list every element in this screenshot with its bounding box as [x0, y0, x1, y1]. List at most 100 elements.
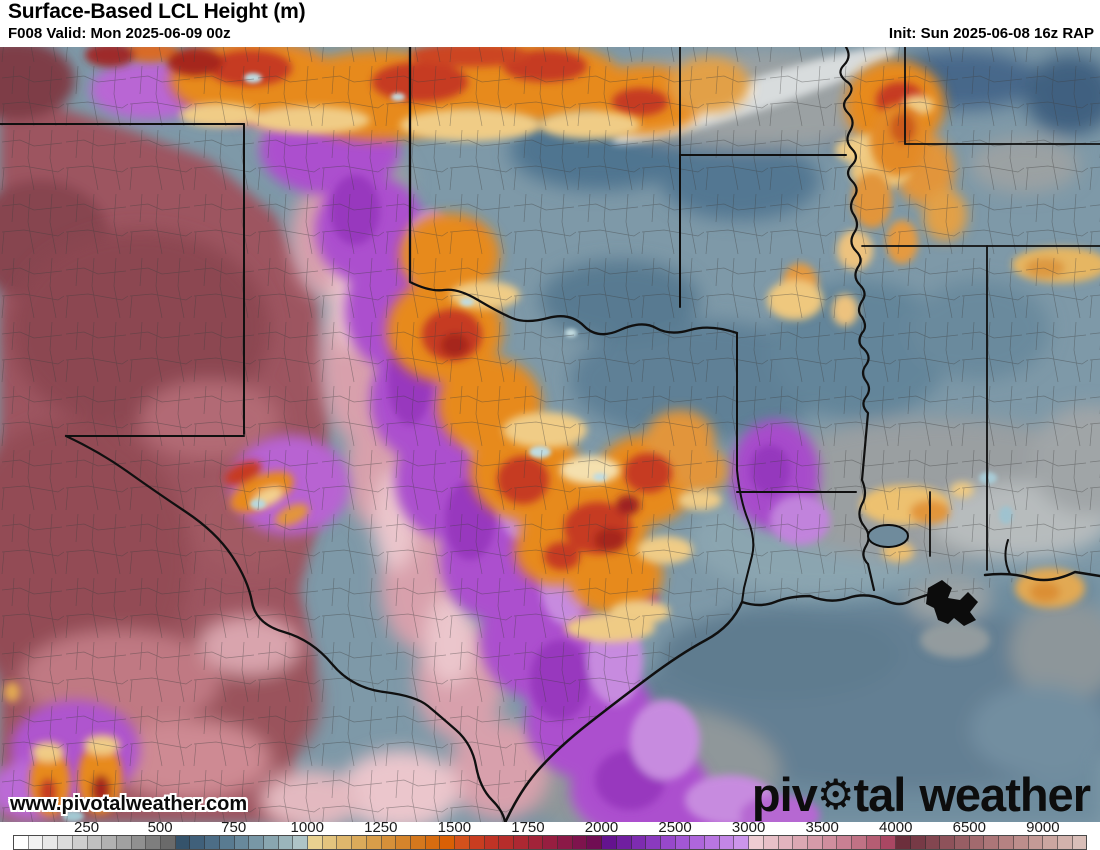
colorbar-cell [528, 836, 544, 849]
colorbar-cell [161, 836, 176, 849]
colorbar-cell [352, 836, 367, 849]
colorbar-tick: 9000 [1026, 819, 1060, 836]
colorbar-tick: 2000 [584, 819, 619, 836]
colorbar-cell [175, 836, 191, 849]
colorbar-cell [440, 836, 456, 849]
colorbar-tick-labels: 250 500 750 1000 1250 1500 1750 2000 2500 3000 350… [13, 819, 1087, 836]
colorbar-cell [763, 836, 779, 849]
colorbar-cell [807, 836, 823, 849]
colorbar-cell [425, 836, 441, 849]
logo-text-weather: weather [919, 768, 1091, 821]
colorbar-cell [734, 836, 750, 849]
colorbar-cell [587, 836, 603, 849]
colorbar-cell [28, 836, 44, 849]
colorbar-cell [719, 836, 735, 849]
colorbar-cell [984, 836, 1000, 849]
colorbar-cell [219, 836, 235, 849]
colorbar-cell [660, 836, 676, 849]
colorbar-cell [1028, 836, 1044, 849]
colorbar-tick: 1250 [364, 819, 398, 836]
colorbar-cell [793, 836, 808, 849]
colorbar-cell [705, 836, 720, 849]
logo-text-tal: tal [853, 768, 907, 821]
colorbar-cell [925, 836, 941, 849]
colorbar-tick: 1750 [511, 819, 545, 836]
colorbar-tick: 250 [74, 819, 100, 836]
colorbar-tick: 3500 [805, 819, 839, 836]
colorbar-cell [58, 836, 73, 849]
colorbar-cell [322, 836, 338, 849]
colorbar-cell [72, 836, 88, 849]
colorbar-cell [881, 836, 897, 849]
colorbar-cell [499, 836, 514, 849]
colorbar-tick: 1000 [290, 819, 324, 836]
colorbar-cell [469, 836, 485, 849]
colorbar-cell [396, 836, 411, 849]
colorbar-cell [837, 836, 853, 849]
colorbar-cell [278, 836, 294, 849]
colorbar-cell [631, 836, 647, 849]
colorbar-cell [896, 836, 911, 849]
colorbar-cell [690, 836, 706, 849]
colorbar-cell [866, 836, 882, 849]
colorbar-cell [263, 836, 279, 849]
colorbar-tick: 3000 [731, 819, 766, 836]
lcl-contour-field [0, 47, 1100, 822]
colorbar-cell [249, 836, 264, 849]
colorbar-cell [1043, 836, 1058, 849]
colorbar-cell [675, 836, 691, 849]
colorbar-cell [513, 836, 529, 849]
pivotal-weather-logo: piv⚙tal weather [751, 767, 1091, 822]
colorbar-cell [999, 836, 1014, 849]
colorbar-cell [940, 836, 955, 849]
colorbar-cell [1013, 836, 1029, 849]
colorbar-cell [14, 836, 29, 849]
colorbar-cell [410, 836, 426, 849]
colorbar-cell [1057, 836, 1073, 849]
colorbar-cell [381, 836, 397, 849]
colorbar-cell [572, 836, 588, 849]
colorbar-cell [484, 836, 500, 849]
colorbar-cell [87, 836, 103, 849]
logo-text-piv: piv [751, 768, 818, 821]
colorbar-cell [116, 836, 132, 849]
colorbar-cell [190, 836, 206, 849]
colorbar-cell [366, 836, 382, 849]
colorbar-cell [543, 836, 559, 849]
watermark-url: www.pivotalweather.com [10, 793, 248, 815]
colorbar-cell [558, 836, 573, 849]
gear-icon: ⚙ [816, 770, 855, 819]
colorbar-cell [778, 836, 794, 849]
colorbar-cell [146, 836, 162, 849]
colorbar-cell [969, 836, 985, 849]
colorbar-cell [205, 836, 220, 849]
colorbar-cell [955, 836, 970, 849]
colorbar-cell [308, 836, 323, 849]
colorbar-cell [749, 836, 764, 849]
colorbar-cell [646, 836, 661, 849]
page-title: Surface-Based LCL Height (m) [8, 0, 306, 23]
colorbar-tick: 750 [221, 819, 247, 836]
colorbar-tick: 1500 [437, 819, 472, 836]
colorbar-cell [910, 836, 926, 849]
colorbar-scale [13, 835, 1087, 850]
colorbar-area: 250 500 750 1000 1250 1500 1750 2000 2500 3000 350… [0, 819, 1100, 850]
colorbar-cell [234, 836, 250, 849]
colorbar-cell [43, 836, 59, 849]
colorbar-tick: 500 [147, 819, 173, 836]
forecast-valid-label: F008 Valid: Mon 2025-06-09 00z [8, 25, 231, 42]
colorbar-tick: 2500 [658, 819, 692, 836]
colorbar-cell [455, 836, 470, 849]
colorbar-tick: 6500 [952, 819, 986, 836]
colorbar-cell [131, 836, 147, 849]
map-header: Surface-Based LCL Height (m) F008 Valid:… [0, 0, 1100, 47]
colorbar-cell [337, 836, 353, 849]
colorbar-cell [602, 836, 617, 849]
colorbar-tick: 4000 [879, 819, 913, 836]
lcl-height-map: www.pivotalweather.com piv⚙tal weather [0, 47, 1100, 822]
colorbar-cell [616, 836, 632, 849]
colorbar-cell [102, 836, 117, 849]
colorbar-cell [822, 836, 838, 849]
colorbar-cell [293, 836, 309, 849]
